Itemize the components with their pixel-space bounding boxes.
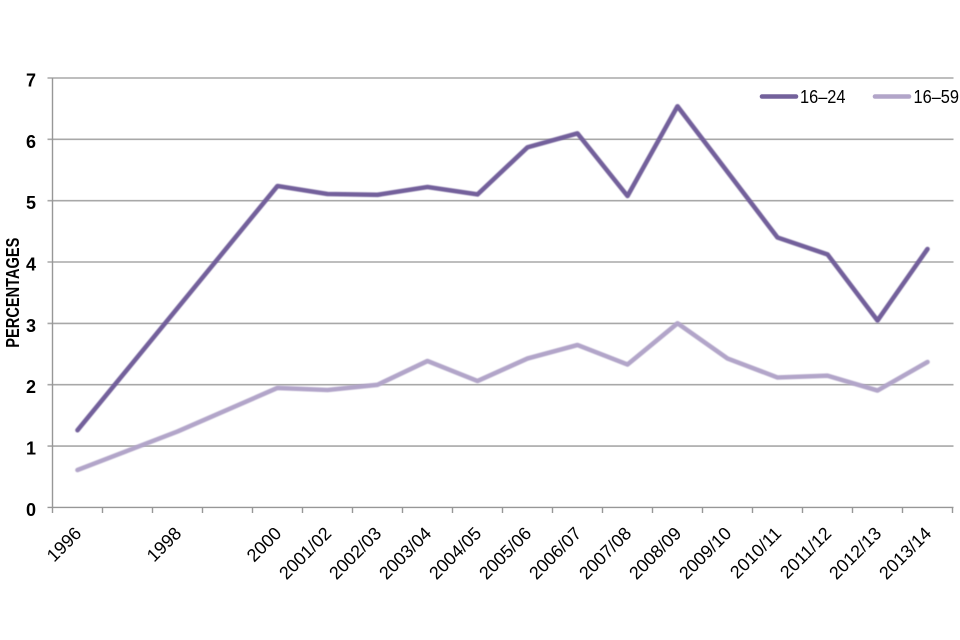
svg-text:7: 7 (26, 71, 36, 91)
svg-text:2: 2 (26, 377, 36, 397)
svg-text:PERCENTAGES: PERCENTAGES (3, 238, 23, 348)
svg-text:16–24: 16–24 (800, 87, 846, 107)
svg-text:0: 0 (26, 500, 36, 520)
svg-text:6: 6 (26, 132, 36, 152)
svg-text:4: 4 (26, 255, 36, 275)
svg-text:5: 5 (26, 193, 36, 213)
svg-text:16–59: 16–59 (914, 87, 960, 107)
svg-text:1: 1 (26, 439, 36, 459)
svg-text:3: 3 (26, 316, 36, 336)
